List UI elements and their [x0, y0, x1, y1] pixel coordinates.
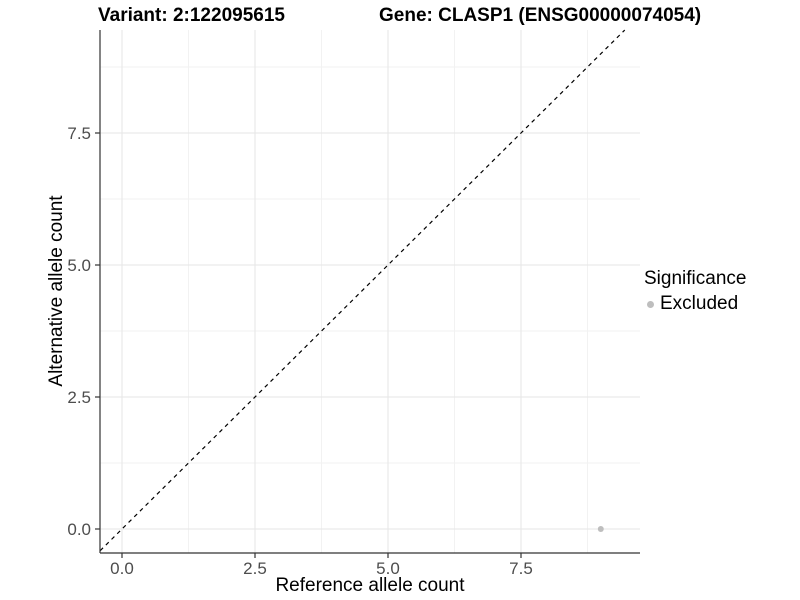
data-point: [597, 526, 604, 532]
legend-point-icon: [647, 300, 654, 308]
y-tick-label: 5.0: [67, 256, 91, 275]
y-tick-label: 2.5: [67, 388, 91, 407]
plot-title-variant: Variant: 2:122095615: [98, 5, 285, 26]
y-axis-title: Alternative allele count: [46, 195, 67, 387]
legend-item-excluded: Excluded: [644, 293, 746, 315]
legend-title: Significance: [644, 268, 747, 289]
identity-dashed-line: [99, 29, 626, 552]
x-tick-label: 0.0: [110, 559, 134, 578]
x-tick-label: 2.5: [243, 559, 267, 578]
x-tick-label: 5.0: [376, 559, 400, 578]
x-axis-title: Reference allele count: [275, 575, 465, 596]
legend-item-label: Excluded: [660, 293, 739, 314]
plot-title-gene: Gene: CLASP1 (ENSG00000074054): [379, 5, 702, 26]
x-tick-label: 7.5: [509, 559, 533, 578]
y-tick-label: 7.5: [67, 124, 91, 143]
y-tick-label: 0.0: [67, 520, 91, 539]
legend: Significance Excluded: [644, 268, 746, 315]
